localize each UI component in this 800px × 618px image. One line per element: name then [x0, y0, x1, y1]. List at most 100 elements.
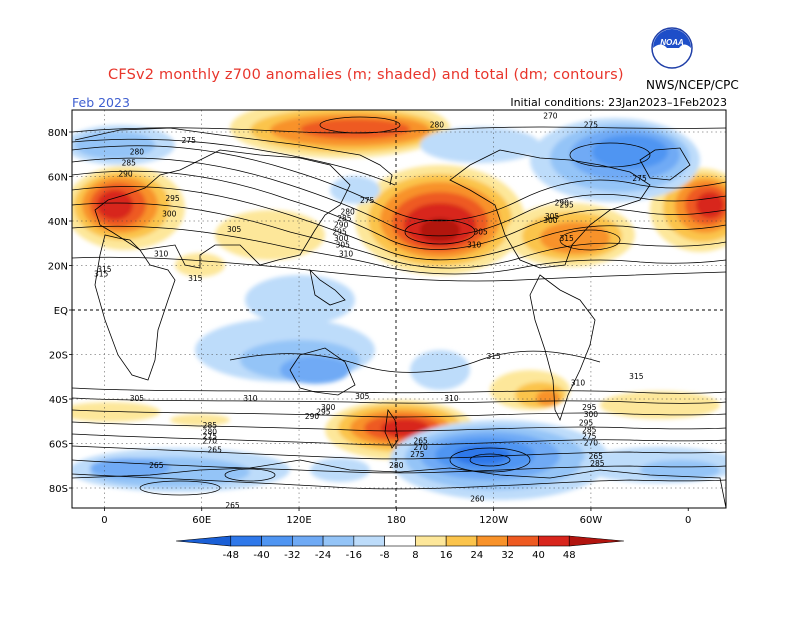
graticule [72, 110, 726, 508]
colorbar-segment [507, 535, 539, 547]
colorbar-segment [538, 535, 570, 547]
longitude-label: 120W [479, 515, 508, 526]
contour-label: 305 [473, 227, 488, 236]
contour-label: 275 [203, 432, 218, 441]
contour-label: 280 [389, 461, 404, 470]
noaa-logo: NOAA [651, 27, 693, 69]
colorbar: -48 -40 -32 -24 -16 -8 8 16 24 32 40 48 [175, 535, 625, 561]
contour-label: 290 [118, 170, 133, 179]
contour-label: 305 [545, 212, 560, 221]
latitude-label: EQ [54, 306, 68, 317]
contour-label: 285 [122, 158, 137, 167]
agency-label: NWS/NCEP/CPC [646, 78, 739, 92]
colorbar-segment [445, 535, 478, 547]
contour-label: 310 [339, 250, 354, 259]
contour-label: 275 [632, 174, 647, 183]
contour-label: 310 [243, 394, 258, 403]
contour-label: 275 [182, 136, 197, 145]
contour-label: 295 [316, 408, 331, 417]
contour-label: 265 [149, 461, 164, 470]
colorbar-arrow-high [568, 535, 625, 547]
contour-label: 265 [208, 445, 223, 454]
contour-label: 280 [430, 121, 445, 130]
contour-label: 270 [203, 437, 218, 446]
colorbar-label: 8 [412, 550, 418, 561]
contour-label: 275 [584, 121, 599, 130]
contour-label: 305 [130, 394, 145, 403]
contour-label: 310 [444, 394, 459, 403]
contour-label: 315 [94, 270, 109, 279]
anomaly-shading [72, 110, 726, 500]
latitude-label: 40N [48, 217, 68, 228]
contour-label: 315 [188, 274, 203, 283]
colorbar-segment [292, 535, 324, 547]
map-frame [71, 109, 727, 509]
contour-label: 270 [584, 439, 599, 448]
contour-label: 315 [486, 352, 501, 361]
colorbar-segment [230, 535, 262, 547]
contour-label: 290 [334, 221, 349, 230]
coastlines [72, 127, 726, 508]
contour-label: 285 [337, 214, 352, 223]
contour-label: 305 [355, 392, 370, 401]
latitude-label: 60S [49, 440, 68, 451]
longitude-label: 120E [286, 515, 311, 526]
colorbar-segment [476, 535, 508, 547]
chart-title: CFSv2 monthly z700 anomalies (m; shaded)… [108, 67, 624, 83]
colorbar-label: 40 [532, 550, 545, 561]
contour-label: 275 [582, 432, 597, 441]
colorbar-label: 16 [440, 550, 453, 561]
contour-label: 305 [336, 241, 351, 250]
contour-label: 300 [162, 210, 177, 219]
colorbar-segment [261, 535, 293, 547]
colorbar-label: 24 [471, 550, 484, 561]
contour-label: 270 [413, 443, 428, 452]
contour-label: 295 [559, 201, 574, 210]
contour-label: 265 [225, 501, 240, 510]
latitude-label: 80S [49, 484, 68, 495]
height-contours [72, 116, 726, 496]
contour-label: 260 [470, 494, 485, 503]
contour-label: 275 [360, 196, 375, 205]
axis-ticks [69, 131, 689, 511]
contour-label: 285 [582, 425, 597, 434]
contour-label: 310 [154, 250, 169, 259]
contour-label: 295 [332, 227, 347, 236]
contour-labels: 280 2752702752752802852902953003053103153… [94, 112, 647, 510]
colorbar-label: -48 [223, 550, 239, 561]
contour-label: 285 [590, 459, 605, 468]
latitude-label: 20N [48, 262, 68, 273]
forecast-month: Feb 2023 [72, 95, 130, 110]
contour-label: 290 [555, 198, 570, 207]
contour-label: 315 [97, 265, 112, 274]
colorbar-label: -40 [253, 550, 269, 561]
contour-label: 265 [589, 452, 604, 461]
contour-label: 300 [543, 216, 558, 225]
colorbar-segment [415, 535, 447, 547]
colorbar-segment [353, 535, 385, 547]
colorbar-arrow-low [175, 535, 232, 547]
colorbar-label: -8 [380, 550, 390, 561]
longitude-labels: 0 60E 120E 180 120W 60W 0 [101, 515, 691, 526]
contour-label: 270 [543, 112, 558, 121]
latitude-label: 80N [48, 128, 68, 139]
longitude-label: 60E [192, 515, 211, 526]
contour-label: 295 [165, 194, 180, 203]
initial-conditions: Initial conditions: 23Jan2023–1Feb2023 [510, 96, 727, 109]
contour-label: 300 [321, 403, 336, 412]
contour-label: 295 [579, 419, 594, 428]
colorbar-label: -16 [346, 550, 362, 561]
latitude-labels: 80N 60N 40N 20N EQ 20S 40S 60S 80S [48, 128, 68, 495]
longitude-label: 0 [101, 515, 107, 526]
contour-label: 310 [571, 379, 586, 388]
colorbar-label: -32 [284, 550, 300, 561]
contour-label: 280 [130, 147, 145, 156]
contour-label: 315 [559, 234, 574, 243]
colorbar-label: -24 [315, 550, 331, 561]
longitude-label: 0 [685, 515, 691, 526]
colorbar-segment [384, 535, 416, 547]
longitude-label: 60W [580, 515, 603, 526]
logo-text: NOAA [660, 38, 684, 47]
latitude-label: 60N [48, 173, 68, 184]
